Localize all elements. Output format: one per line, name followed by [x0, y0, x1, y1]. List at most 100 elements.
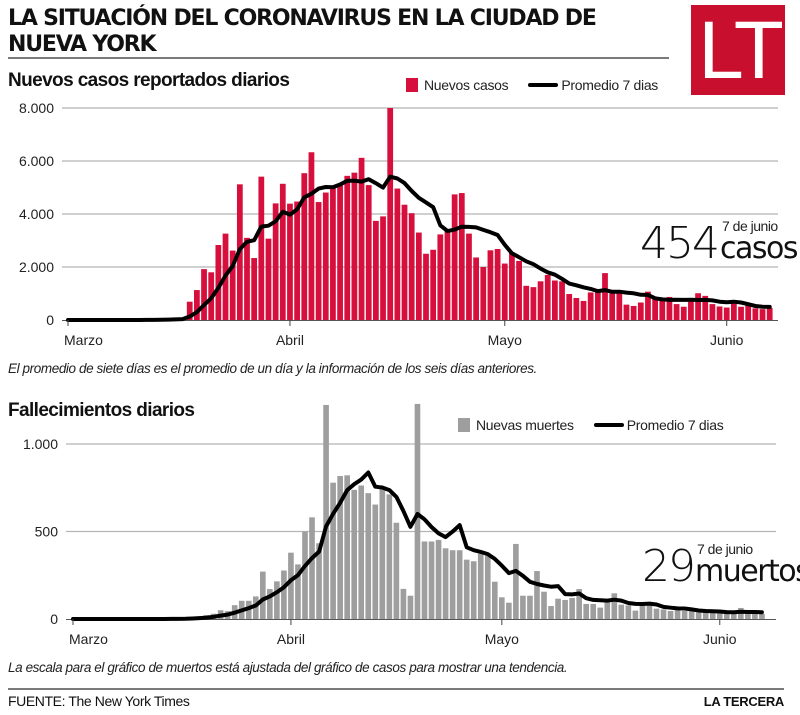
cases-bar	[322, 192, 329, 320]
deaths-legend-swatch	[458, 418, 470, 432]
cases-bar	[659, 300, 666, 320]
deaths-bar	[534, 571, 540, 619]
cases-bar	[723, 307, 730, 320]
cases-bar	[394, 188, 401, 320]
cases-bar	[430, 249, 437, 320]
brand-name: LA TERCERA	[703, 694, 785, 709]
cases-bar	[344, 175, 351, 320]
source-credit: FUENTE: The New York Times	[8, 693, 190, 709]
deaths-bar	[365, 493, 372, 619]
cases-section-title: Nuevos casos reportados diarios	[8, 70, 290, 91]
cases-bar	[337, 184, 343, 320]
cases-bar	[415, 232, 422, 320]
cases-bar	[351, 172, 358, 320]
deaths-bar	[527, 595, 533, 619]
cases-bar	[301, 173, 308, 320]
cases-bar	[265, 238, 272, 320]
la-tercera-logo: LT	[691, 5, 785, 96]
cases-bar	[594, 290, 601, 320]
cases-legend-bar-label: Nuevos casos	[424, 77, 509, 93]
cases-bar	[680, 306, 687, 320]
deaths-legend: Nuevas muertes Promedio 7 dias	[458, 417, 724, 433]
deaths-bar	[316, 543, 322, 619]
deaths-section-title: Fallecimientos diarios	[8, 400, 195, 421]
deaths-legend-line-label: Promedio 7 dias	[626, 417, 724, 433]
cases-bar	[437, 234, 444, 320]
deaths-bar	[442, 548, 449, 619]
cases-bar	[294, 201, 300, 320]
deaths-bar	[590, 603, 597, 619]
deaths-bar	[506, 602, 512, 619]
cases-bar	[258, 176, 265, 320]
deaths-bar	[639, 604, 646, 619]
cases-bar	[731, 303, 737, 320]
cases-bar	[537, 281, 544, 320]
cases-bar	[630, 305, 637, 320]
cases-bar	[330, 185, 336, 320]
deaths-bar	[723, 613, 730, 619]
cases-bar	[229, 250, 236, 320]
cases-bar	[702, 295, 709, 320]
deaths-bar	[674, 610, 681, 619]
cases-y-tick-label: 6.000	[19, 153, 54, 169]
cases-bar	[616, 293, 623, 320]
cases-bar	[559, 281, 565, 320]
cases-bar	[652, 296, 658, 320]
deaths-bar	[576, 589, 582, 619]
deaths-bar	[709, 612, 716, 619]
deaths-bar	[569, 598, 575, 619]
deaths-legend-line-icon	[593, 423, 624, 427]
cases-bar	[380, 216, 386, 320]
deaths-bar	[281, 570, 287, 619]
deaths-bar	[386, 494, 393, 619]
cases-bar	[602, 273, 608, 320]
deaths-bar	[267, 589, 273, 619]
deaths-bar	[351, 489, 358, 619]
cases-y-tick-label: 0	[46, 312, 54, 328]
cases-bar	[695, 293, 701, 320]
deaths-bar	[695, 612, 702, 619]
deaths-avg-line	[71, 470, 764, 621]
footer-divider	[8, 688, 784, 690]
deaths-bar	[358, 485, 365, 619]
cases-callout-date: 7 de junio	[722, 218, 778, 234]
cases-bar	[458, 193, 465, 320]
deaths-bar	[667, 610, 674, 619]
cases-bar	[251, 257, 258, 320]
cases-bar	[666, 296, 673, 320]
deaths-y-tick-label: 500	[35, 524, 59, 540]
deaths-bar	[513, 543, 519, 619]
cases-legend-line-icon	[528, 83, 559, 87]
deaths-bar	[477, 553, 484, 619]
cases-bar	[444, 229, 451, 320]
deaths-bar	[400, 588, 407, 619]
cases-legend-line-label: Promedio 7 dias	[561, 77, 659, 93]
deaths-bar	[681, 610, 688, 619]
deaths-bar	[323, 404, 329, 619]
deaths-bar	[541, 591, 547, 619]
deaths-bar	[435, 539, 442, 619]
cases-bar	[509, 252, 515, 320]
cases-bar	[308, 152, 315, 320]
cases-bar	[480, 267, 487, 320]
deaths-bar	[555, 598, 561, 619]
cases-bar	[573, 298, 580, 320]
cases-bar	[516, 260, 522, 320]
cases-legend-swatch	[406, 78, 418, 92]
deaths-bar	[660, 609, 667, 619]
cases-bar	[645, 291, 651, 320]
deaths-callout-date: 7 de junio	[697, 541, 753, 557]
title-divider	[8, 57, 669, 59]
deaths-bar	[562, 599, 568, 619]
cases-bar	[279, 183, 286, 320]
deaths-bar	[716, 612, 723, 619]
deaths-bar	[499, 597, 505, 619]
cases-bar	[401, 204, 408, 320]
cases-bar	[709, 304, 716, 320]
deaths-bar	[745, 613, 751, 619]
cases-bar	[745, 305, 752, 320]
cases-bar	[315, 202, 322, 320]
cases-y-tick-label: 4.000	[19, 206, 54, 222]
